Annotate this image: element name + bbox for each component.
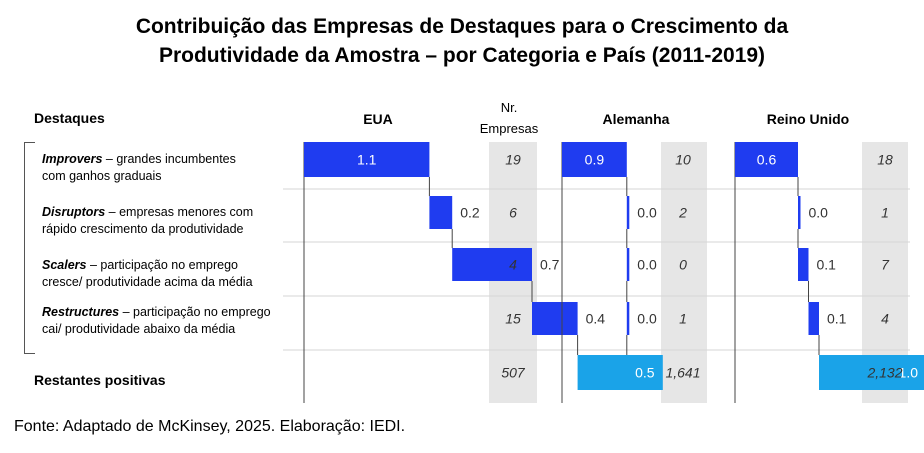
nr-empresas-value: 507 bbox=[501, 365, 526, 381]
row-label-disruptors: Disruptors – empresas menores com rápido… bbox=[42, 204, 253, 238]
bar-value-label: 0.5 bbox=[635, 365, 655, 381]
waterfall-bar bbox=[532, 302, 578, 335]
nr-empresas-value: 2 bbox=[678, 205, 687, 221]
row-desc-line1: – participação no emprego bbox=[86, 258, 238, 272]
row-label-restructures: Restructures – participação no emprego c… bbox=[42, 304, 271, 338]
nr-empresas-value: 15 bbox=[505, 311, 521, 327]
row-name: Improvers bbox=[42, 152, 103, 166]
waterfall-bar bbox=[429, 196, 453, 229]
waterfall-bar bbox=[626, 355, 663, 390]
row-name: Disruptors bbox=[42, 205, 106, 219]
row-label-restantes: Restantes positivas bbox=[34, 372, 166, 388]
nr-empresas-column bbox=[661, 142, 707, 403]
waterfall-bar bbox=[562, 142, 627, 177]
nr-empresas-value: 4 bbox=[509, 257, 517, 273]
row-desc-line1: – participação no emprego bbox=[119, 305, 271, 319]
waterfall-bar bbox=[808, 302, 819, 335]
nr-empresas-value: 18 bbox=[877, 152, 893, 168]
chart-title: Contribuição das Empresas de Destaques p… bbox=[0, 12, 924, 70]
bar-value-label: 1.0 bbox=[899, 365, 919, 381]
bar-value-label: 0.9 bbox=[585, 152, 605, 168]
waterfall-bar bbox=[452, 248, 532, 281]
nr-empresas-value: 1 bbox=[881, 205, 889, 221]
waterfall-bar bbox=[798, 196, 801, 229]
waterfall-bar bbox=[735, 142, 798, 177]
waterfall-bar bbox=[798, 248, 809, 281]
row-desc-line2: cresce/ produtividade acima da média bbox=[42, 275, 253, 289]
chart-title-line1: Contribuição das Empresas de Destaques p… bbox=[135, 15, 789, 38]
bar-value-label: 0.1 bbox=[817, 257, 837, 273]
country-header: Alemanha bbox=[603, 111, 670, 127]
row-desc-line1: – empresas menores com bbox=[105, 205, 254, 219]
nr-empresas-value: 7 bbox=[881, 257, 890, 273]
header-nr-line2: Empresas bbox=[480, 121, 539, 136]
waterfall-bar bbox=[626, 248, 630, 281]
row-desc-line1: – grandes incumbentes bbox=[102, 152, 236, 166]
waterfall-bar bbox=[626, 196, 630, 229]
row-name: Scalers bbox=[42, 258, 87, 272]
waterfall-bar bbox=[626, 302, 630, 335]
bar-value-label: 0.0 bbox=[637, 257, 657, 273]
bar-value-label: 0.4 bbox=[586, 311, 606, 327]
nr-empresas-value: 10 bbox=[675, 152, 691, 168]
waterfall-bar bbox=[819, 355, 924, 390]
nr-empresas-value: 0 bbox=[679, 257, 687, 273]
header-nr-line1: Nr. bbox=[501, 100, 518, 115]
row-name: Restructures bbox=[42, 305, 120, 319]
category-bracket bbox=[24, 142, 35, 354]
nr-empresas-value: 1,641 bbox=[665, 365, 700, 381]
bar-value-label: 0.0 bbox=[637, 205, 657, 221]
nr-empresas-value: 4 bbox=[881, 311, 889, 327]
header-destaques: Destaques bbox=[34, 110, 105, 126]
nr-empresas-value: 6 bbox=[509, 205, 517, 221]
nr-empresas-value: 19 bbox=[505, 152, 521, 168]
source-note: Fonte: Adaptado de McKinsey, 2025. Elabo… bbox=[14, 418, 406, 435]
waterfall-bar bbox=[304, 142, 430, 177]
bar-value-label: 0.7 bbox=[540, 257, 560, 273]
bar-value-label: 0.0 bbox=[637, 311, 657, 327]
row-desc-line2: cai/ produtividade abaixo da média bbox=[42, 322, 236, 336]
row-label-scalers: Scalers – participação no emprego cresce… bbox=[42, 257, 253, 291]
nr-empresas-value: 1 bbox=[679, 311, 687, 327]
row-desc-line2: rápido crescimento da produtividade bbox=[42, 222, 244, 236]
country-header: EUA bbox=[363, 111, 393, 127]
bar-value-label: 0.2 bbox=[460, 205, 480, 221]
country-header: Reino Unido bbox=[767, 111, 849, 127]
bar-value-label: 0.1 bbox=[827, 311, 847, 327]
row-desc-line2: com ganhos graduais bbox=[42, 169, 162, 183]
chart-title-line2: Produtividade da Amostra – por Categoria… bbox=[158, 44, 766, 67]
nr-empresas-value: 2,132 bbox=[866, 365, 902, 381]
bar-value-label: 0.6 bbox=[757, 152, 777, 168]
bar-value-label: 1.1 bbox=[357, 152, 377, 168]
bar-value-label: 0.0 bbox=[809, 205, 829, 221]
row-label-improvers: Improvers – grandes incumbentes com ganh… bbox=[42, 151, 236, 185]
